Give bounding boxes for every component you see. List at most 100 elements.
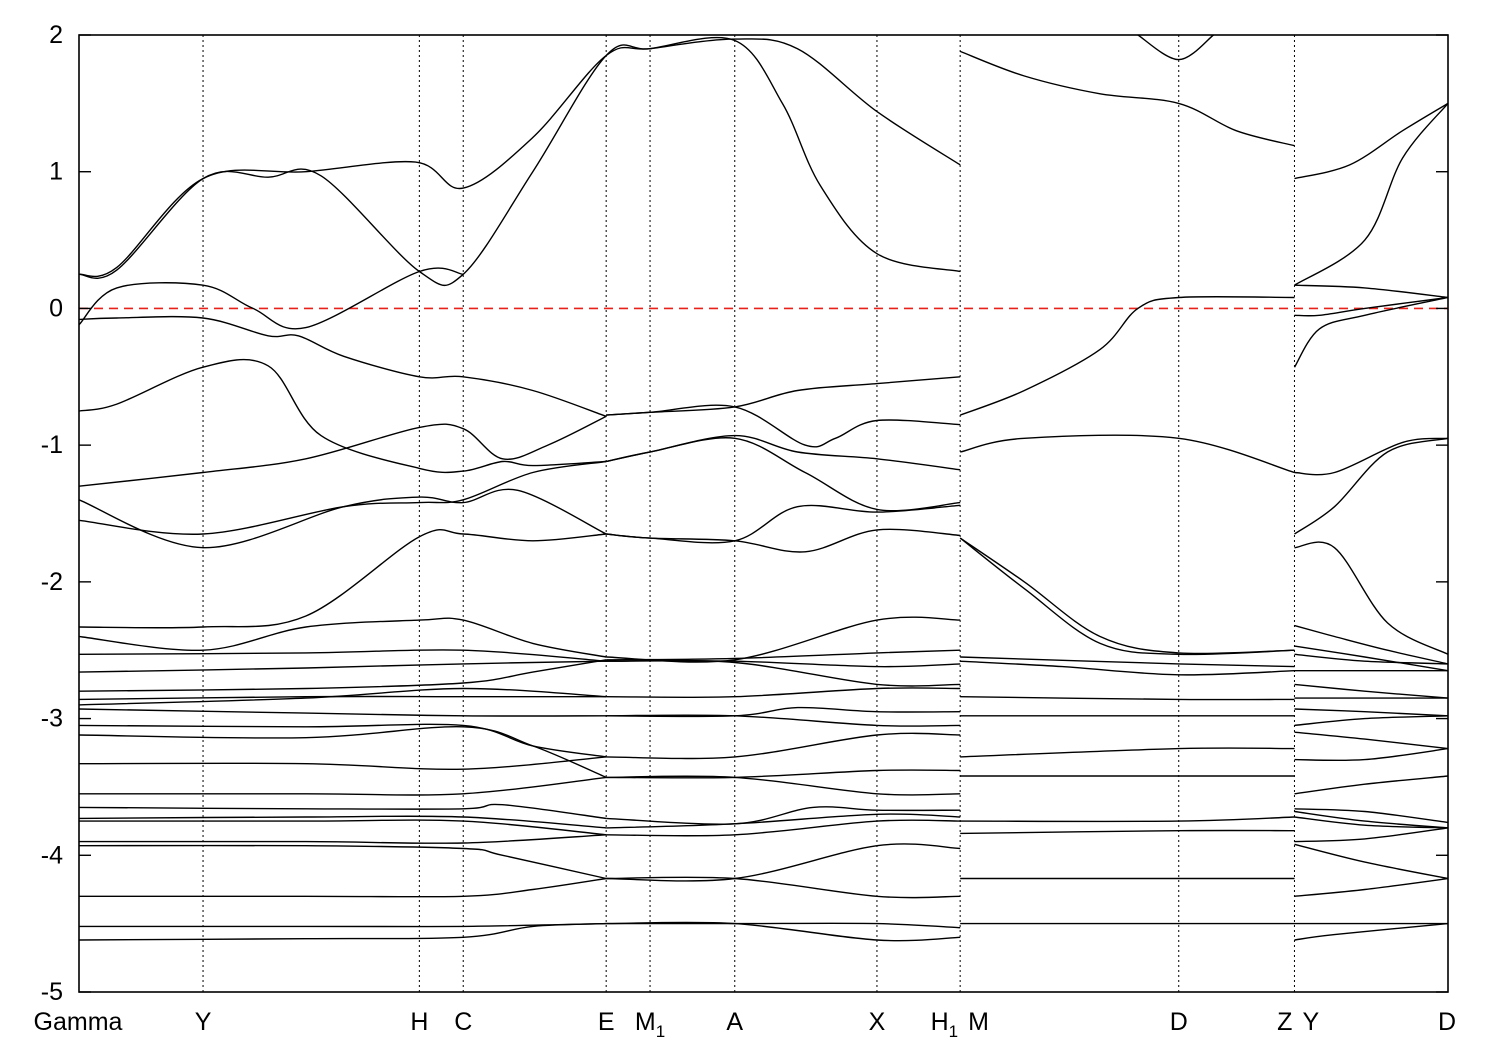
k-point-label-7: X bbox=[869, 1008, 886, 1036]
band-74 bbox=[1294, 541, 1449, 655]
band-44 bbox=[606, 806, 961, 825]
band-43 bbox=[606, 775, 961, 796]
k-point-label-11: Z bbox=[1277, 1008, 1292, 1036]
band-0 bbox=[78, 38, 961, 278]
band-79 bbox=[1294, 683, 1449, 699]
band-71 bbox=[1293, 296, 1449, 368]
band-81 bbox=[1294, 708, 1449, 717]
band-54 bbox=[960, 434, 1295, 474]
band-22 bbox=[78, 819, 607, 836]
band-85 bbox=[1294, 775, 1449, 795]
band-67 bbox=[1294, 102, 1449, 180]
band-16 bbox=[78, 723, 607, 758]
band-34 bbox=[606, 616, 961, 663]
band-40 bbox=[606, 714, 961, 727]
band-72 bbox=[1294, 437, 1449, 476]
band-27 bbox=[78, 922, 607, 941]
band-49 bbox=[606, 922, 961, 929]
band-77 bbox=[1294, 653, 1449, 665]
k-point-label-5: M1 bbox=[635, 1008, 665, 1041]
k-point-label-8: H1 bbox=[931, 1008, 959, 1041]
y-tick-label-4: -1 bbox=[41, 431, 63, 459]
band-23 bbox=[78, 834, 607, 844]
band-35 bbox=[606, 649, 961, 661]
k-point-label-4: E bbox=[598, 1008, 615, 1036]
band-56 bbox=[959, 537, 1295, 656]
band-76 bbox=[1294, 645, 1449, 672]
band-32 bbox=[606, 528, 961, 553]
band-58 bbox=[960, 660, 1295, 676]
band-48 bbox=[606, 876, 961, 899]
y-tick-label-6: 1 bbox=[49, 158, 63, 186]
band-82 bbox=[1294, 715, 1449, 727]
band-83 bbox=[1294, 731, 1449, 750]
band-53 bbox=[959, 296, 1295, 416]
y-tick-label-3: -2 bbox=[41, 568, 63, 596]
band-70 bbox=[1294, 296, 1449, 317]
band-52 bbox=[1137, 34, 1214, 61]
band-69 bbox=[1294, 284, 1449, 299]
y-tick-label-5: 0 bbox=[49, 294, 63, 322]
band-3 bbox=[78, 315, 607, 418]
band-87 bbox=[1294, 810, 1449, 829]
band-39 bbox=[606, 706, 961, 718]
k-point-label-1: Y bbox=[195, 1008, 212, 1036]
k-point-label-9: M bbox=[968, 1008, 989, 1036]
band-55 bbox=[959, 537, 1295, 655]
y-tick-label-1: -4 bbox=[41, 841, 63, 869]
band-90 bbox=[1294, 843, 1449, 880]
band-50 bbox=[606, 921, 961, 942]
band-28 bbox=[606, 376, 961, 416]
band-47 bbox=[606, 843, 961, 882]
band-75 bbox=[1294, 624, 1449, 665]
plot-frame bbox=[78, 34, 1449, 993]
band-64 bbox=[960, 829, 1295, 835]
band-12 bbox=[78, 659, 607, 692]
band-93 bbox=[1294, 922, 1449, 941]
k-point-labels: Gamma Y H C E M1 A X H1 M D Z Y D bbox=[34, 1008, 1456, 1041]
y-axis-ticks: -5 -4 -3 -2 -1 0 1 2 bbox=[41, 21, 1448, 1006]
band-57 bbox=[960, 656, 1295, 668]
band-5 bbox=[78, 415, 607, 487]
band-17 bbox=[78, 725, 607, 779]
band-15 bbox=[78, 708, 607, 717]
band-86 bbox=[1294, 808, 1449, 824]
bands-group bbox=[78, 34, 1449, 942]
band-2 bbox=[78, 267, 464, 330]
band-61 bbox=[960, 747, 1295, 758]
band-11 bbox=[78, 660, 607, 673]
band-91 bbox=[1294, 877, 1449, 897]
k-point-label-10: D bbox=[1170, 1008, 1188, 1036]
band-89 bbox=[1294, 827, 1449, 843]
band-33 bbox=[606, 504, 961, 544]
band-51 bbox=[959, 50, 1295, 147]
k-point-label-12: Y bbox=[1302, 1008, 1319, 1036]
band-29 bbox=[606, 404, 961, 448]
band-37 bbox=[606, 659, 961, 687]
band-73 bbox=[1294, 437, 1449, 535]
band-14 bbox=[78, 687, 607, 706]
band-24 bbox=[78, 844, 607, 880]
band-18 bbox=[78, 756, 607, 771]
band-68 bbox=[1294, 102, 1449, 286]
k-point-label-0: Gamma bbox=[34, 1008, 123, 1036]
band-9 bbox=[78, 617, 607, 658]
band-84 bbox=[1294, 747, 1449, 762]
k-point-label-6: A bbox=[726, 1008, 743, 1036]
band-21 bbox=[78, 815, 607, 829]
band-46 bbox=[606, 819, 961, 837]
band-25 bbox=[79, 877, 607, 898]
k-point-label-2: H bbox=[410, 1008, 428, 1036]
band-63 bbox=[960, 816, 1295, 823]
band-36 bbox=[606, 660, 961, 668]
band-20 bbox=[78, 803, 607, 820]
band-13 bbox=[78, 695, 607, 701]
k-point-lines bbox=[202, 35, 1295, 992]
band-1 bbox=[78, 36, 961, 286]
band-42 bbox=[606, 769, 961, 779]
y-tick-label-7: 2 bbox=[49, 21, 63, 49]
k-point-label-3: C bbox=[454, 1008, 472, 1036]
band-26 bbox=[78, 922, 607, 928]
band-7 bbox=[78, 488, 607, 549]
